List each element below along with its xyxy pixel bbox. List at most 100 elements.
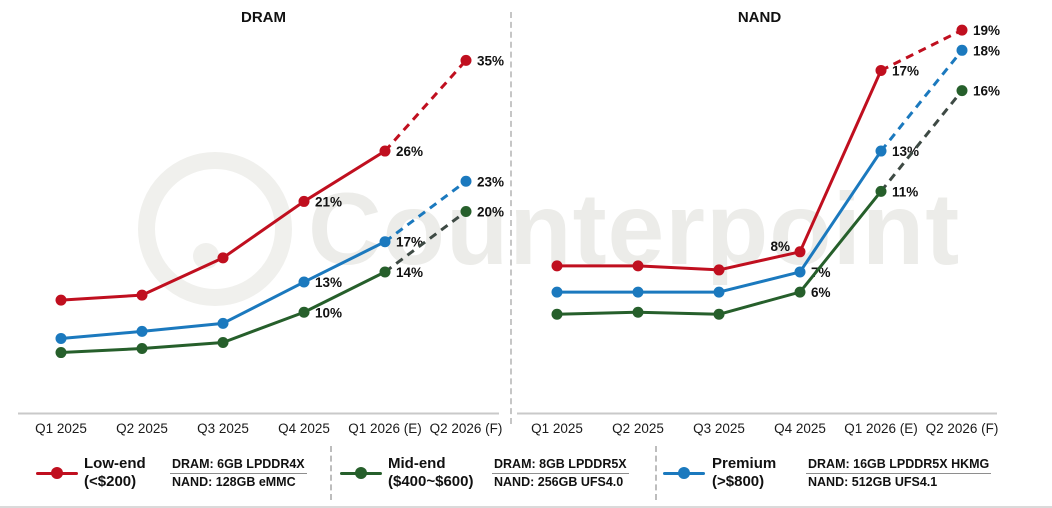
data-point-label: 8% <box>770 239 790 254</box>
data-point <box>794 266 806 278</box>
legend-nand-spec: NAND: 128GB eMMC <box>172 474 296 489</box>
data-point <box>55 332 67 344</box>
x-axis-label: Q2 2025 <box>116 421 168 436</box>
legend-nand-spec: NAND: 256GB UFS4.0 <box>494 474 624 489</box>
chart-canvas: 13% 17% 23% 10% 14% 20% 21% 26% 35% 7% 13% 18% 6% 11%… <box>18 23 1000 415</box>
data-point-label: 10% <box>315 305 342 320</box>
data-point <box>298 306 310 318</box>
x-axis-label: Q1 2026 (E) <box>844 421 918 436</box>
x-axis-label: Q3 2025 <box>693 421 745 436</box>
data-point <box>713 264 725 276</box>
legend-item-premium: Premium (>$800) DRAM: 16GB LPDDR5X HKMG … <box>663 445 992 501</box>
x-axis-label: Q2 2026 (F) <box>925 421 999 436</box>
legend-price-range: ($400~$600) <box>388 473 474 490</box>
data-point <box>551 286 563 298</box>
data-point <box>551 308 563 320</box>
data-point <box>632 306 644 318</box>
data-point <box>713 308 725 320</box>
data-point <box>875 185 887 197</box>
legend-dot-icon <box>678 467 690 479</box>
data-point <box>794 286 806 298</box>
data-point <box>136 289 148 301</box>
legend-marker <box>663 467 705 479</box>
legend-nand-spec: NAND: 512GB UFS4.1 <box>808 474 938 489</box>
legend-tier-name: Low-end <box>84 455 146 472</box>
data-point <box>217 252 229 264</box>
legend-dram-spec: DRAM: 8GB LPDDR5X <box>492 456 629 474</box>
data-point-label: 20% <box>477 205 504 220</box>
data-point <box>379 236 391 248</box>
data-point <box>956 44 968 56</box>
legend-price-range: (>$800) <box>712 473 765 490</box>
legend-price-range: (<$200) <box>84 473 137 490</box>
data-point-label: 7% <box>811 265 831 280</box>
series-line-low-end <box>557 69 883 272</box>
data-point-label: 19% <box>973 23 1000 38</box>
data-point <box>794 246 806 258</box>
x-axis-label: Q4 2025 <box>774 421 826 436</box>
x-axis-label: Q2 2025 <box>612 421 664 436</box>
data-point-label: 21% <box>315 194 342 209</box>
series-forecast-line-low-end <box>383 59 468 153</box>
data-point-label: 17% <box>396 235 423 250</box>
legend-item-mid-end: Mid-end ($400~$600) DRAM: 8GB LPDDR5X NA… <box>340 445 629 501</box>
chart-divider <box>510 12 512 424</box>
x-axis-label: Q1 2025 <box>531 421 583 436</box>
series-forecast-line-low-end <box>880 28 963 72</box>
data-point <box>632 260 644 272</box>
series-forecast-line-premium <box>384 180 467 243</box>
data-point <box>136 343 148 355</box>
data-point-label: 14% <box>396 265 423 280</box>
data-point <box>956 24 968 36</box>
data-point-label: 23% <box>477 174 504 189</box>
data-point <box>55 294 67 306</box>
data-point <box>379 266 391 278</box>
data-point <box>551 260 563 272</box>
x-axis-label: Q1 2025 <box>35 421 87 436</box>
data-point <box>875 64 887 76</box>
data-point-label: 13% <box>315 275 342 290</box>
legend-dram-spec: DRAM: 16GB LPDDR5X HKMG <box>806 456 992 474</box>
data-point <box>632 286 644 298</box>
legend-dot-icon <box>355 467 367 479</box>
data-point <box>217 317 229 329</box>
data-point-label: 11% <box>892 184 918 199</box>
x-axis-label: Q2 2026 (F) <box>429 421 503 436</box>
data-point-label: 17% <box>892 63 919 78</box>
data-point-label: 16% <box>973 84 1000 99</box>
data-point-label: 18% <box>973 43 1000 58</box>
legend-dot-icon <box>51 467 63 479</box>
data-point <box>460 54 472 66</box>
data-point-label: 6% <box>811 285 831 300</box>
legend-dram-spec: DRAM: 6GB LPDDR4X <box>170 456 307 474</box>
data-point <box>298 276 310 288</box>
legend-marker <box>36 467 78 479</box>
legend-divider <box>330 446 332 500</box>
x-axis-label: Q4 2025 <box>278 421 330 436</box>
legend-marker <box>340 467 382 479</box>
legend: Low-end (<$200) DRAM: 6GB LPDDR4X NAND: … <box>0 445 1052 503</box>
data-point <box>379 145 391 157</box>
legend-tier-name: Premium <box>712 455 777 472</box>
legend-divider <box>655 446 657 500</box>
data-point <box>217 336 229 348</box>
data-point <box>460 206 472 217</box>
data-point <box>875 145 887 157</box>
data-point <box>55 347 67 359</box>
series-forecast-line-mid-end <box>879 89 964 193</box>
data-point <box>713 286 725 298</box>
data-point <box>298 195 310 207</box>
data-point <box>956 85 968 97</box>
data-point <box>460 175 472 187</box>
legend-tier-name: Mid-end <box>388 455 446 472</box>
series-forecast-line-premium <box>879 49 964 152</box>
x-axis-label: Q3 2025 <box>197 421 249 436</box>
nand-chart-title: NAND <box>737 9 782 26</box>
x-axis-label: Q1 2026 (E) <box>348 421 422 436</box>
series-forecast-line-mid-end <box>384 210 467 274</box>
data-point-label: 13% <box>892 144 919 159</box>
data-point-label: 26% <box>396 144 423 159</box>
legend-item-low-end: Low-end (<$200) DRAM: 6GB LPDDR4X NAND: … <box>36 445 307 501</box>
data-point <box>136 325 148 337</box>
